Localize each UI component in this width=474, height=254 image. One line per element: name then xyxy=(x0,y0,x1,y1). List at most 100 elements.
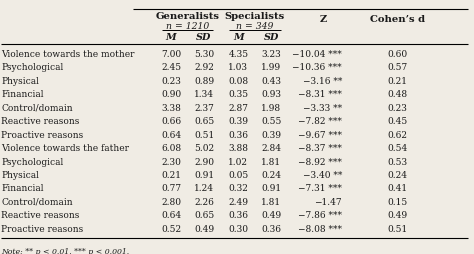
Text: Proactive reasons: Proactive reasons xyxy=(1,130,83,139)
Text: 0.54: 0.54 xyxy=(387,144,407,152)
Text: Control/domain: Control/domain xyxy=(1,103,73,112)
Text: Violence towards the father: Violence towards the father xyxy=(1,144,129,152)
Text: −8.37 ***: −8.37 *** xyxy=(298,144,342,152)
Text: 0.48: 0.48 xyxy=(387,90,407,99)
Text: 0.51: 0.51 xyxy=(387,224,407,233)
Text: 0.64: 0.64 xyxy=(161,130,181,139)
Text: 1.81: 1.81 xyxy=(261,157,282,166)
Text: 0.45: 0.45 xyxy=(387,117,407,126)
Text: 0.77: 0.77 xyxy=(161,184,181,193)
Text: 2.80: 2.80 xyxy=(161,197,181,206)
Text: Psychological: Psychological xyxy=(1,63,64,72)
Text: 1.02: 1.02 xyxy=(228,157,248,166)
Text: 0.65: 0.65 xyxy=(194,117,214,126)
Text: M: M xyxy=(166,33,176,42)
Text: 2.26: 2.26 xyxy=(194,197,214,206)
Text: −7.86 ***: −7.86 *** xyxy=(298,211,342,219)
Text: 0.30: 0.30 xyxy=(228,224,248,233)
Text: 0.08: 0.08 xyxy=(228,76,248,86)
Text: 1.34: 1.34 xyxy=(194,90,214,99)
Text: 0.41: 0.41 xyxy=(387,184,407,193)
Text: 0.53: 0.53 xyxy=(387,157,407,166)
Text: 0.90: 0.90 xyxy=(161,90,181,99)
Text: n = 1210: n = 1210 xyxy=(166,22,209,31)
Text: Cohen’s d: Cohen’s d xyxy=(370,14,425,23)
Text: 0.89: 0.89 xyxy=(194,76,214,86)
Text: Reactive reasons: Reactive reasons xyxy=(1,211,80,219)
Text: Note: ** p < 0.01, *** p < 0.001.: Note: ** p < 0.01, *** p < 0.001. xyxy=(1,247,129,254)
Text: Psychological: Psychological xyxy=(1,157,64,166)
Text: −1.47: −1.47 xyxy=(314,197,342,206)
Text: −8.92 ***: −8.92 *** xyxy=(298,157,342,166)
Text: 2.92: 2.92 xyxy=(194,63,214,72)
Text: Financial: Financial xyxy=(1,90,44,99)
Text: 7.00: 7.00 xyxy=(161,50,181,59)
Text: 2.49: 2.49 xyxy=(228,197,248,206)
Text: 0.60: 0.60 xyxy=(387,50,407,59)
Text: 0.21: 0.21 xyxy=(161,170,181,179)
Text: n = 349: n = 349 xyxy=(236,22,273,31)
Text: Financial: Financial xyxy=(1,184,44,193)
Text: 0.36: 0.36 xyxy=(228,130,248,139)
Text: −8.08 ***: −8.08 *** xyxy=(298,224,342,233)
Text: 0.39: 0.39 xyxy=(228,117,248,126)
Text: 0.93: 0.93 xyxy=(261,90,282,99)
Text: 0.91: 0.91 xyxy=(194,170,214,179)
Text: 4.35: 4.35 xyxy=(228,50,248,59)
Text: SD: SD xyxy=(264,33,279,42)
Text: M: M xyxy=(233,33,244,42)
Text: 0.35: 0.35 xyxy=(228,90,248,99)
Text: 0.23: 0.23 xyxy=(387,103,407,112)
Text: 0.49: 0.49 xyxy=(261,211,282,219)
Text: 0.21: 0.21 xyxy=(387,76,407,86)
Text: 2.45: 2.45 xyxy=(161,63,181,72)
Text: 0.49: 0.49 xyxy=(194,224,214,233)
Text: 0.57: 0.57 xyxy=(387,63,407,72)
Text: 0.05: 0.05 xyxy=(228,170,248,179)
Text: 1.98: 1.98 xyxy=(261,103,282,112)
Text: 3.38: 3.38 xyxy=(161,103,181,112)
Text: 0.39: 0.39 xyxy=(261,130,282,139)
Text: 1.99: 1.99 xyxy=(261,63,282,72)
Text: 1.03: 1.03 xyxy=(228,63,248,72)
Text: Physical: Physical xyxy=(1,170,39,179)
Text: Z: Z xyxy=(319,14,327,23)
Text: 2.87: 2.87 xyxy=(228,103,248,112)
Text: SD: SD xyxy=(196,33,212,42)
Text: 2.90: 2.90 xyxy=(194,157,214,166)
Text: −10.36 ***: −10.36 *** xyxy=(292,63,342,72)
Text: 2.84: 2.84 xyxy=(261,144,282,152)
Text: 1.81: 1.81 xyxy=(261,197,282,206)
Text: Specialists: Specialists xyxy=(225,12,285,21)
Text: −3.16 **: −3.16 ** xyxy=(303,76,342,86)
Text: 0.24: 0.24 xyxy=(261,170,282,179)
Text: −3.40 **: −3.40 ** xyxy=(303,170,342,179)
Text: 6.08: 6.08 xyxy=(161,144,181,152)
Text: 0.55: 0.55 xyxy=(261,117,282,126)
Text: 0.43: 0.43 xyxy=(261,76,282,86)
Text: 0.64: 0.64 xyxy=(161,211,181,219)
Text: 3.23: 3.23 xyxy=(262,50,281,59)
Text: 0.36: 0.36 xyxy=(261,224,282,233)
Text: 0.32: 0.32 xyxy=(228,184,248,193)
Text: −7.31 ***: −7.31 *** xyxy=(298,184,342,193)
Text: Generalists: Generalists xyxy=(155,12,219,21)
Text: 0.23: 0.23 xyxy=(161,76,181,86)
Text: 0.24: 0.24 xyxy=(387,170,407,179)
Text: 0.65: 0.65 xyxy=(194,211,214,219)
Text: Physical: Physical xyxy=(1,76,39,86)
Text: 0.62: 0.62 xyxy=(387,130,407,139)
Text: 3.88: 3.88 xyxy=(228,144,248,152)
Text: −9.67 ***: −9.67 *** xyxy=(298,130,342,139)
Text: 0.15: 0.15 xyxy=(387,197,407,206)
Text: 0.52: 0.52 xyxy=(161,224,181,233)
Text: Violence towards the mother: Violence towards the mother xyxy=(1,50,135,59)
Text: 1.24: 1.24 xyxy=(194,184,214,193)
Text: 2.30: 2.30 xyxy=(161,157,181,166)
Text: 0.66: 0.66 xyxy=(161,117,181,126)
Text: 5.02: 5.02 xyxy=(194,144,214,152)
Text: 0.49: 0.49 xyxy=(387,211,407,219)
Text: 2.37: 2.37 xyxy=(194,103,214,112)
Text: −10.04 ***: −10.04 *** xyxy=(292,50,342,59)
Text: −7.82 ***: −7.82 *** xyxy=(298,117,342,126)
